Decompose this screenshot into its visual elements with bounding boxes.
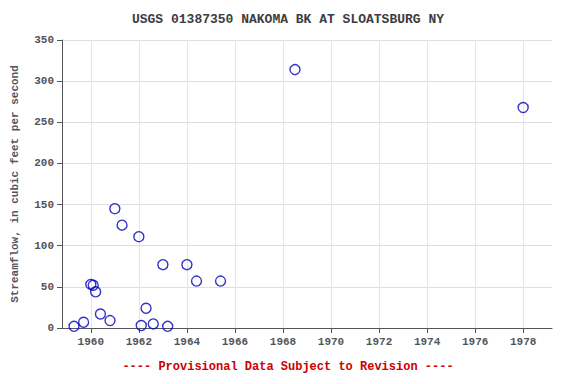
svg-text:200: 200 xyxy=(34,157,54,169)
svg-text:USGS 01387350 NAKOMA BK AT SLO: USGS 01387350 NAKOMA BK AT SLOATSBURG NY xyxy=(132,12,444,27)
svg-text:300: 300 xyxy=(34,75,54,87)
svg-text:---- Provisional Data Subject: ---- Provisional Data Subject to Revisio… xyxy=(122,360,453,374)
svg-text:350: 350 xyxy=(34,34,54,46)
svg-text:1974: 1974 xyxy=(414,336,441,348)
svg-text:250: 250 xyxy=(34,116,54,128)
svg-text:100: 100 xyxy=(34,240,54,252)
svg-text:1960: 1960 xyxy=(78,336,104,348)
svg-text:1972: 1972 xyxy=(366,336,392,348)
svg-text:1962: 1962 xyxy=(126,336,152,348)
svg-text:Streamflow, in cubic feet per: Streamflow, in cubic feet per second xyxy=(9,65,21,303)
svg-text:1970: 1970 xyxy=(318,336,344,348)
svg-text:1966: 1966 xyxy=(222,336,248,348)
svg-text:1964: 1964 xyxy=(174,336,201,348)
svg-text:50: 50 xyxy=(41,281,54,293)
svg-text:1968: 1968 xyxy=(270,336,297,348)
svg-text:150: 150 xyxy=(34,199,54,211)
svg-text:1978: 1978 xyxy=(510,336,537,348)
svg-text:0: 0 xyxy=(47,322,54,334)
svg-text:1976: 1976 xyxy=(462,336,488,348)
